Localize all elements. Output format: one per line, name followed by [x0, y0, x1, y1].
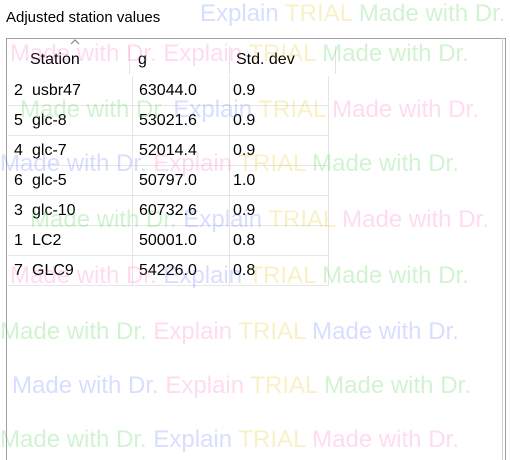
- row-station: glc-10: [32, 202, 76, 219]
- table-row[interactable]: 3 glc-10 60732.6 0.9: [8, 196, 328, 226]
- row-index: 4: [14, 142, 23, 159]
- row-std-dev: 0.9: [233, 202, 256, 219]
- row-index: 5: [14, 112, 23, 129]
- row-std-dev: 0.9: [233, 82, 256, 99]
- row-g: 54226.0: [139, 262, 197, 279]
- row-g: 53021.6: [139, 112, 197, 129]
- row-station: GLC9: [32, 262, 74, 279]
- row-station: glc-5: [32, 172, 67, 189]
- table-row[interactable]: 1 LC2 50001.0 0.8: [8, 226, 328, 256]
- header-std-dev-label: Std. dev: [236, 51, 295, 68]
- watermark-word: Explain: [200, 0, 279, 27]
- row-index: 3: [14, 202, 23, 219]
- row-std-dev: 0.9: [233, 112, 256, 129]
- column-separator: [328, 76, 329, 286]
- row-station: LC2: [32, 232, 62, 249]
- row-station: usbr47: [32, 82, 81, 99]
- panel-title: Adjusted station values: [6, 9, 161, 26]
- watermark-word: TRIAL: [284, 0, 353, 27]
- watermark-word: Made with Dr.: [358, 0, 506, 27]
- row-std-dev: 0.8: [233, 232, 256, 249]
- row-station: glc-7: [32, 142, 67, 159]
- row-index: 7: [14, 262, 23, 279]
- row-index: 2: [14, 82, 23, 99]
- table-header: Station g Std. dev: [6, 46, 336, 74]
- table-row[interactable]: 4 glc-7 52014.4 0.9: [8, 136, 328, 166]
- header-station[interactable]: Station: [8, 46, 130, 74]
- row-std-dev: 0.8: [233, 262, 256, 279]
- row-g: 60732.6: [139, 202, 197, 219]
- panel-right-border: [502, 38, 503, 460]
- row-g: 63044.0: [139, 82, 197, 99]
- column-separator: [229, 76, 230, 286]
- header-g-label: g: [138, 51, 147, 68]
- header-g[interactable]: g: [130, 46, 230, 74]
- row-g: 52014.4: [139, 142, 197, 159]
- table-row[interactable]: 5 glc-8 53021.6 0.9: [8, 106, 328, 136]
- row-station: glc-8: [32, 112, 67, 129]
- row-g: 50797.0: [139, 172, 197, 189]
- column-separator: [132, 76, 133, 286]
- row-index: 1: [14, 232, 23, 249]
- row-std-dev: 0.9: [233, 142, 256, 159]
- row-index: 6: [14, 172, 23, 189]
- header-station-label: Station: [30, 51, 80, 68]
- row-std-dev: 1.0: [233, 172, 256, 189]
- watermark-line: Explain TRIAL Made with Dr.: [200, 0, 505, 28]
- table-row[interactable]: 2 usbr47 63044.0 0.9: [8, 76, 328, 106]
- row-g: 50001.0: [139, 232, 197, 249]
- table-row[interactable]: 7 GLC9 54226.0 0.8: [8, 256, 328, 286]
- header-std-dev[interactable]: Std. dev: [230, 46, 336, 74]
- table-row[interactable]: 6 glc-5 50797.0 1.0: [8, 166, 328, 196]
- sort-ascending-icon: [70, 39, 80, 45]
- station-list[interactable]: [6, 38, 506, 460]
